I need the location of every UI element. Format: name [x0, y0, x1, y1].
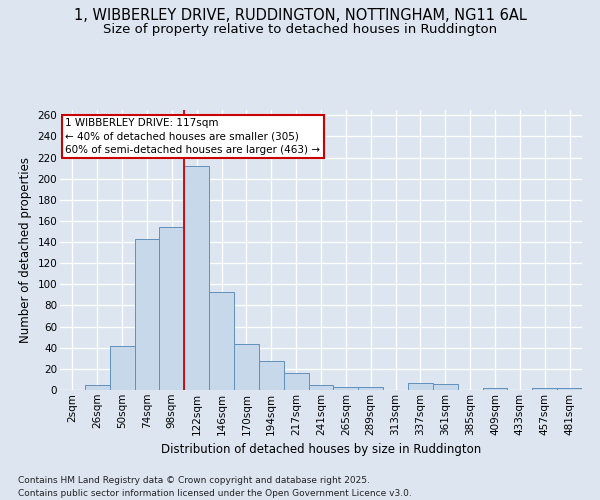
Text: Size of property relative to detached houses in Ruddington: Size of property relative to detached ho…: [103, 22, 497, 36]
Bar: [408, 382, 433, 390]
Bar: [160, 228, 184, 390]
Text: 1, WIBBERLEY DRIVE, RUDDINGTON, NOTTINGHAM, NG11 6AL: 1, WIBBERLEY DRIVE, RUDDINGTON, NOTTINGH…: [74, 8, 526, 22]
Bar: [110, 346, 134, 390]
Text: Contains HM Land Registry data © Crown copyright and database right 2025.
Contai: Contains HM Land Registry data © Crown c…: [18, 476, 412, 498]
Bar: [209, 292, 234, 390]
Bar: [234, 344, 259, 390]
Bar: [433, 384, 458, 390]
Bar: [308, 384, 334, 390]
X-axis label: Distribution of detached houses by size in Ruddington: Distribution of detached houses by size …: [161, 443, 481, 456]
Text: 1 WIBBERLEY DRIVE: 117sqm
← 40% of detached houses are smaller (305)
60% of semi: 1 WIBBERLEY DRIVE: 117sqm ← 40% of detac…: [65, 118, 320, 155]
Bar: [532, 388, 557, 390]
Bar: [134, 239, 160, 390]
Bar: [284, 373, 308, 390]
Bar: [482, 388, 508, 390]
Bar: [334, 387, 358, 390]
Bar: [557, 388, 582, 390]
Bar: [358, 387, 383, 390]
Bar: [184, 166, 209, 390]
Bar: [85, 384, 110, 390]
Bar: [259, 362, 284, 390]
Y-axis label: Number of detached properties: Number of detached properties: [19, 157, 32, 343]
